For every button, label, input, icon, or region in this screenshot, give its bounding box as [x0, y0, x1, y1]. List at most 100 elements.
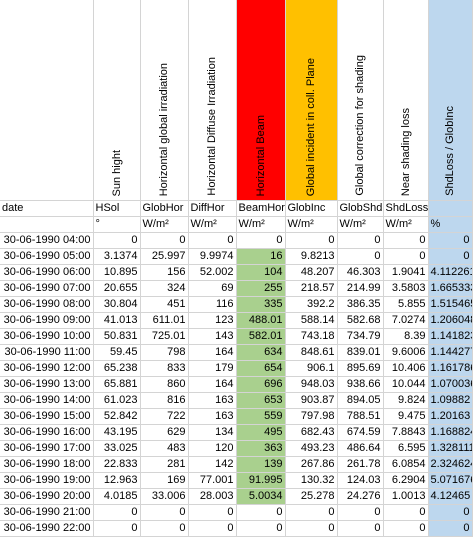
value-cell[interactable]: 261.78: [337, 456, 384, 473]
date-cell[interactable]: 30-06-1990 17:00: [0, 440, 94, 457]
value-cell[interactable]: 488.01: [236, 312, 286, 329]
value-cell[interactable]: 848.61: [285, 344, 338, 361]
value-cell[interactable]: 65.881: [93, 376, 141, 393]
header-cell[interactable]: Global incident in coll. Plane: [285, 0, 338, 201]
value-cell[interactable]: 0: [337, 232, 384, 249]
value-cell[interactable]: 0: [383, 520, 429, 537]
value-cell[interactable]: 10.044: [383, 376, 429, 393]
value-cell[interactable]: 143: [188, 328, 237, 345]
value-cell[interactable]: 2.324624: [428, 456, 473, 473]
unit-cell[interactable]: [0, 216, 94, 233]
value-cell[interactable]: 163: [188, 392, 237, 409]
value-cell[interactable]: 386.35: [337, 296, 384, 313]
value-cell[interactable]: 324: [140, 280, 189, 297]
value-cell[interactable]: 493.23: [285, 440, 338, 457]
value-cell[interactable]: 1.515465: [428, 296, 473, 313]
value-cell[interactable]: 653: [236, 392, 286, 409]
value-cell[interactable]: 65.238: [93, 360, 141, 377]
value-cell[interactable]: 52.002: [188, 264, 237, 281]
value-cell[interactable]: 22.833: [93, 456, 141, 473]
value-cell[interactable]: 6.0854: [383, 456, 429, 473]
value-cell[interactable]: 9.8213: [285, 248, 338, 265]
value-cell[interactable]: 1.168824: [428, 424, 473, 441]
value-cell[interactable]: 0: [383, 232, 429, 249]
value-cell[interactable]: 0: [337, 520, 384, 537]
value-cell[interactable]: 682.43: [285, 424, 338, 441]
header-cell[interactable]: Global correction for shading: [337, 0, 384, 201]
value-cell[interactable]: 0: [428, 232, 473, 249]
value-cell[interactable]: 10.895: [93, 264, 141, 281]
date-cell[interactable]: 30-06-1990 11:00: [0, 344, 94, 361]
value-cell[interactable]: 816: [140, 392, 189, 409]
value-cell[interactable]: 61.023: [93, 392, 141, 409]
value-cell[interactable]: 156: [140, 264, 189, 281]
value-cell[interactable]: 59.45: [93, 344, 141, 361]
date-cell[interactable]: 30-06-1990 12:00: [0, 360, 94, 377]
unit-cell[interactable]: W/m²: [337, 216, 384, 233]
date-cell[interactable]: 30-06-1990 14:00: [0, 392, 94, 409]
unit-cell[interactable]: W/m²: [140, 216, 189, 233]
value-cell[interactable]: 734.79: [337, 328, 384, 345]
date-cell[interactable]: 30-06-1990 10:00: [0, 328, 94, 345]
value-cell[interactable]: 218.57: [285, 280, 338, 297]
value-cell[interactable]: 255: [236, 280, 286, 297]
value-cell[interactable]: 860: [140, 376, 189, 393]
date-cell[interactable]: 30-06-1990 19:00: [0, 472, 94, 489]
value-cell[interactable]: 30.804: [93, 296, 141, 313]
value-cell[interactable]: 0: [285, 520, 338, 537]
value-cell[interactable]: 139: [236, 456, 286, 473]
value-cell[interactable]: 1.144277: [428, 344, 473, 361]
value-cell[interactable]: 24.276: [337, 488, 384, 505]
value-cell[interactable]: 582.01: [236, 328, 286, 345]
label-cell[interactable]: GlobHor: [140, 200, 189, 217]
value-cell[interactable]: 134: [188, 424, 237, 441]
header-cell[interactable]: Horizontal Diffuse Irradiation: [188, 0, 237, 201]
value-cell[interactable]: 91.995: [236, 472, 286, 489]
value-cell[interactable]: 25.278: [285, 488, 338, 505]
value-cell[interactable]: 20.655: [93, 280, 141, 297]
value-cell[interactable]: 788.51: [337, 408, 384, 425]
value-cell[interactable]: 722: [140, 408, 189, 425]
value-cell[interactable]: 0: [337, 248, 384, 265]
unit-cell[interactable]: W/m²: [383, 216, 429, 233]
value-cell[interactable]: 906.1: [285, 360, 338, 377]
value-cell[interactable]: 1.20163: [428, 408, 473, 425]
value-cell[interactable]: 0: [188, 520, 237, 537]
value-cell[interactable]: 0: [140, 520, 189, 537]
label-cell[interactable]: DiffHor: [188, 200, 237, 217]
value-cell[interactable]: 267.86: [285, 456, 338, 473]
value-cell[interactable]: 4.12465: [428, 488, 473, 505]
value-cell[interactable]: 0: [140, 232, 189, 249]
date-cell[interactable]: 30-06-1990 05:00: [0, 248, 94, 265]
value-cell[interactable]: 895.69: [337, 360, 384, 377]
value-cell[interactable]: 3.1374: [93, 248, 141, 265]
value-cell[interactable]: 123: [188, 312, 237, 329]
value-cell[interactable]: 8.39: [383, 328, 429, 345]
value-cell[interactable]: 169: [140, 472, 189, 489]
value-cell[interactable]: 33.025: [93, 440, 141, 457]
date-cell[interactable]: 30-06-1990 06:00: [0, 264, 94, 281]
value-cell[interactable]: 0: [285, 232, 338, 249]
value-cell[interactable]: 696: [236, 376, 286, 393]
date-cell[interactable]: 30-06-1990 15:00: [0, 408, 94, 425]
value-cell[interactable]: 833: [140, 360, 189, 377]
value-cell[interactable]: 5.071676: [428, 472, 473, 489]
value-cell[interactable]: 281: [140, 456, 189, 473]
value-cell[interactable]: 1.070036: [428, 376, 473, 393]
value-cell[interactable]: 451: [140, 296, 189, 313]
value-cell[interactable]: 4.0185: [93, 488, 141, 505]
value-cell[interactable]: 797.98: [285, 408, 338, 425]
value-cell[interactable]: 16: [236, 248, 286, 265]
value-cell[interactable]: 46.303: [337, 264, 384, 281]
value-cell[interactable]: 0: [383, 248, 429, 265]
value-cell[interactable]: 582.68: [337, 312, 384, 329]
value-cell[interactable]: 392.2: [285, 296, 338, 313]
unit-cell[interactable]: W/m²: [285, 216, 338, 233]
value-cell[interactable]: 588.14: [285, 312, 338, 329]
value-cell[interactable]: 77.001: [188, 472, 237, 489]
value-cell[interactable]: 903.87: [285, 392, 338, 409]
value-cell[interactable]: 12.963: [93, 472, 141, 489]
label-cell[interactable]: ShdLoss: [383, 200, 429, 217]
header-cell[interactable]: Near shading loss: [383, 0, 429, 201]
